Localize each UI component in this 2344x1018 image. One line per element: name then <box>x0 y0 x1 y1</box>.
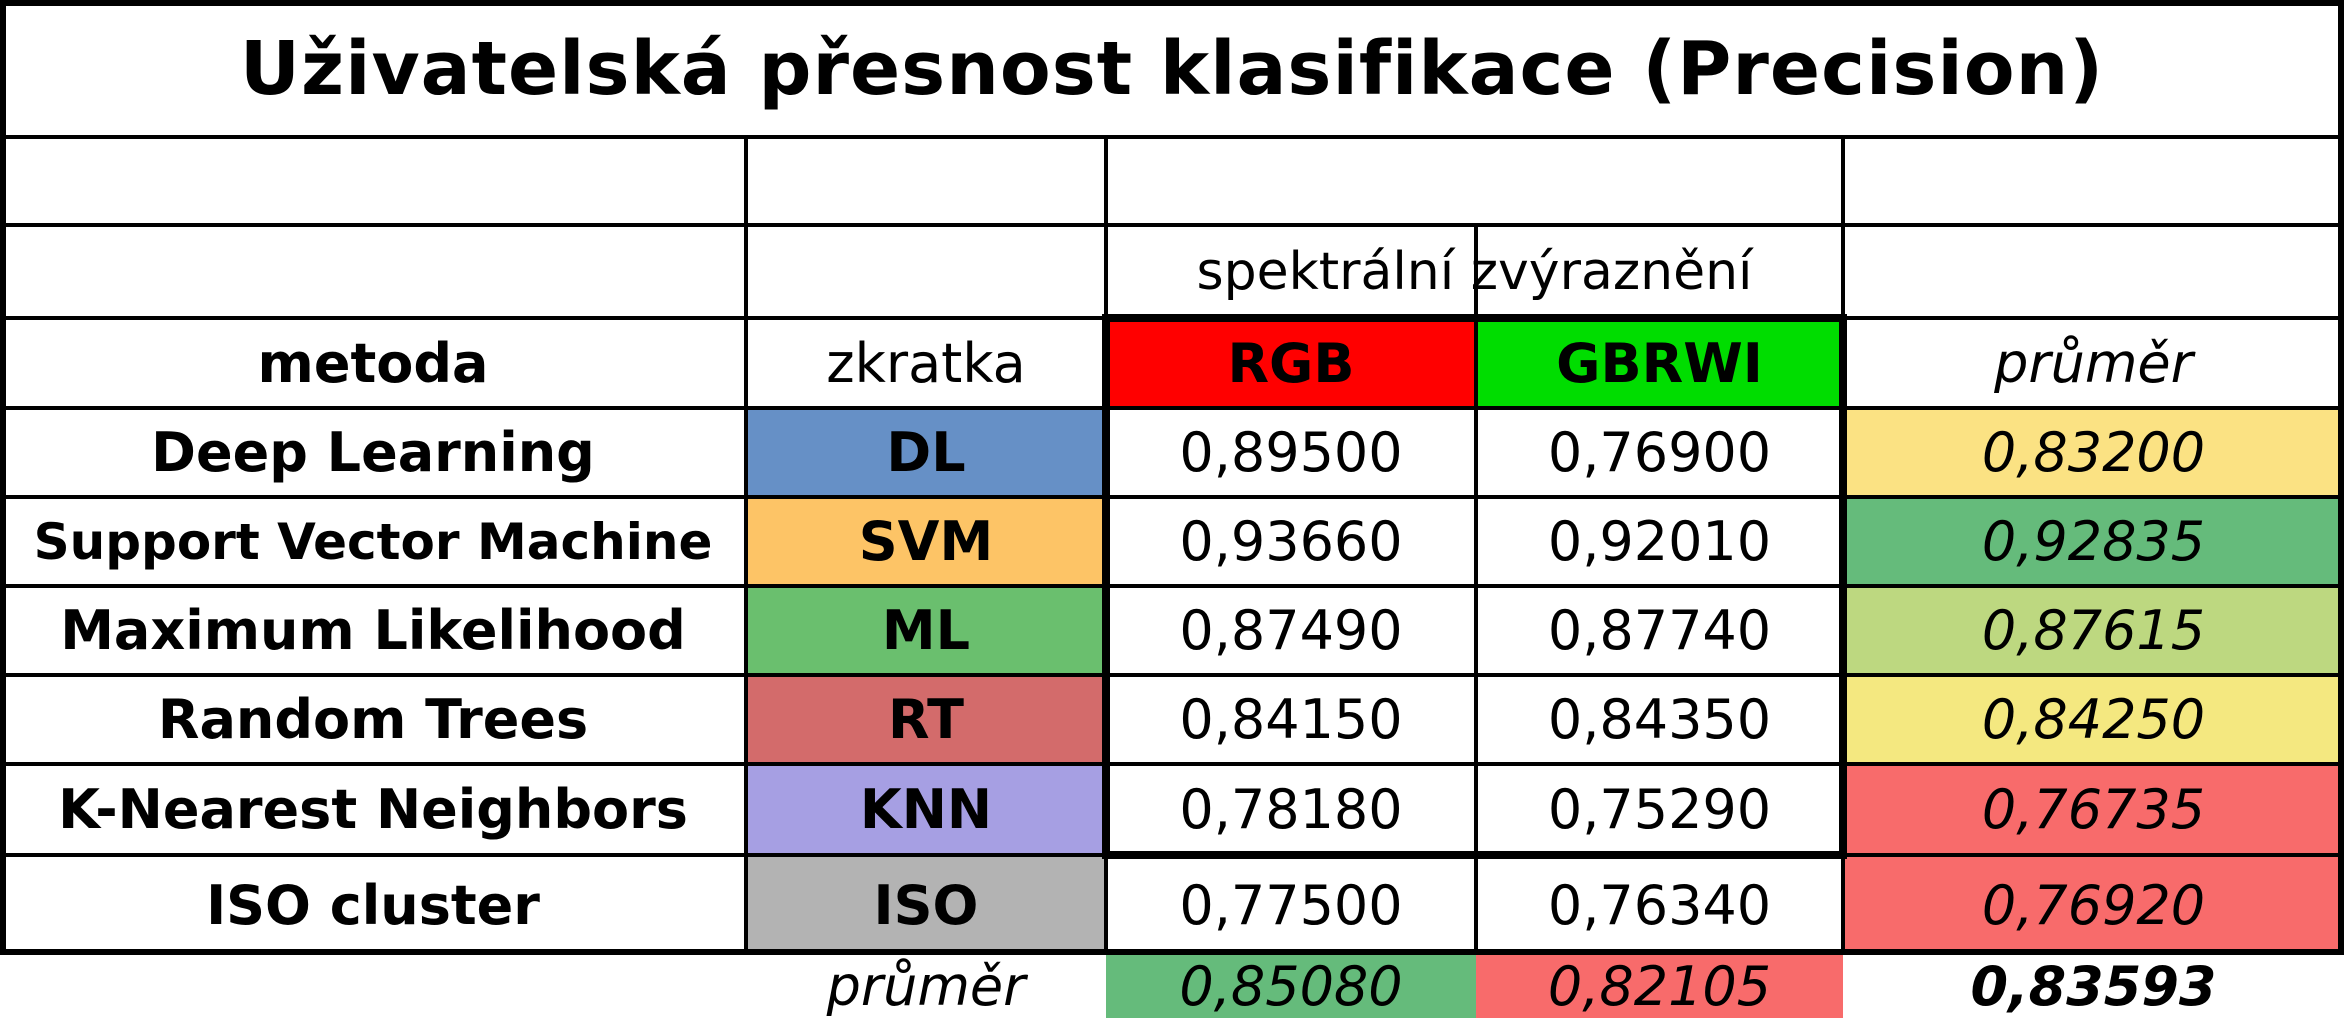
outer-border-top <box>0 0 2344 6</box>
footer-overall-mean: 0,83593 <box>1970 955 2217 1018</box>
outer-border-bottom <box>0 949 2344 955</box>
method-abbreviation: KNN <box>746 764 1106 855</box>
method-name: Deep Learning <box>151 421 595 484</box>
column-divider <box>1474 225 1478 955</box>
row-divider <box>0 762 2344 766</box>
row-divider <box>0 223 2344 227</box>
rgb-value: 0,87490 <box>1179 599 1403 662</box>
row-mean-value: 0,76735 <box>1843 764 2344 855</box>
method-abbreviation: ISO <box>746 855 1106 955</box>
method-name: Random Trees <box>157 688 589 751</box>
header-abbreviation: zkratka <box>826 331 1026 395</box>
gbrwi-value: 0,87740 <box>1547 599 1772 662</box>
rgb-value: 0,84150 <box>1179 688 1403 751</box>
footer-gbrwi-mean: 0,82105 <box>1476 955 1843 1018</box>
row-divider <box>0 135 2344 139</box>
method-name: Maximum Likelihood <box>60 599 686 662</box>
rgb-value: 0,78180 <box>1179 778 1403 841</box>
row-mean-value: 0,84250 <box>1843 675 2344 764</box>
row-divider <box>0 584 2344 588</box>
value-block-border-left <box>1102 314 1110 859</box>
row-mean-value: 0,83200 <box>1843 408 2344 497</box>
footer-mean-label: průměr <box>826 955 1026 1018</box>
header-rgb: RGB <box>1106 318 1476 408</box>
column-divider <box>744 137 748 955</box>
row-mean-value: 0,92835 <box>1843 497 2344 586</box>
method-abbreviation: SVM <box>746 497 1106 586</box>
header-gbrwi: GBRWI <box>1476 318 1843 408</box>
method-name: K-Nearest Neighbors <box>58 778 688 841</box>
method-abbreviation: DL <box>746 408 1106 497</box>
row-mean-value: 0,76920 <box>1843 855 2344 955</box>
header-mean: průměr <box>1994 331 2193 395</box>
gbrwi-value: 0,76900 <box>1547 421 1772 484</box>
gbrwi-value: 0,76340 <box>1547 873 1772 937</box>
gbrwi-value: 0,84350 <box>1547 688 1772 751</box>
gbrwi-value: 0,92010 <box>1547 510 1772 573</box>
footer-rgb-mean: 0,85080 <box>1106 955 1476 1018</box>
method-name: ISO cluster <box>206 873 540 937</box>
table-title: Uživatelská přesnost klasifikace (Precis… <box>239 25 2105 112</box>
method-abbreviation: ML <box>746 586 1106 675</box>
method-name: Support Vector Machine <box>33 512 713 571</box>
value-block-border-top <box>1102 314 1847 322</box>
gbrwi-value: 0,75290 <box>1547 778 1772 841</box>
method-abbreviation: RT <box>746 675 1106 764</box>
row-divider <box>0 495 2344 499</box>
outer-border-right <box>2338 0 2344 955</box>
value-block-border-right <box>1839 314 1847 859</box>
rgb-value: 0,93660 <box>1179 510 1403 573</box>
rgb-value: 0,77500 <box>1179 873 1403 937</box>
row-mean-value: 0,87615 <box>1843 586 2344 675</box>
row-divider <box>0 673 2344 677</box>
outer-border-left <box>0 0 6 955</box>
value-block-border-bottom <box>1102 851 1847 859</box>
rgb-value: 0,89500 <box>1179 421 1403 484</box>
row-divider <box>0 406 2344 410</box>
header-method: metoda <box>257 331 489 395</box>
